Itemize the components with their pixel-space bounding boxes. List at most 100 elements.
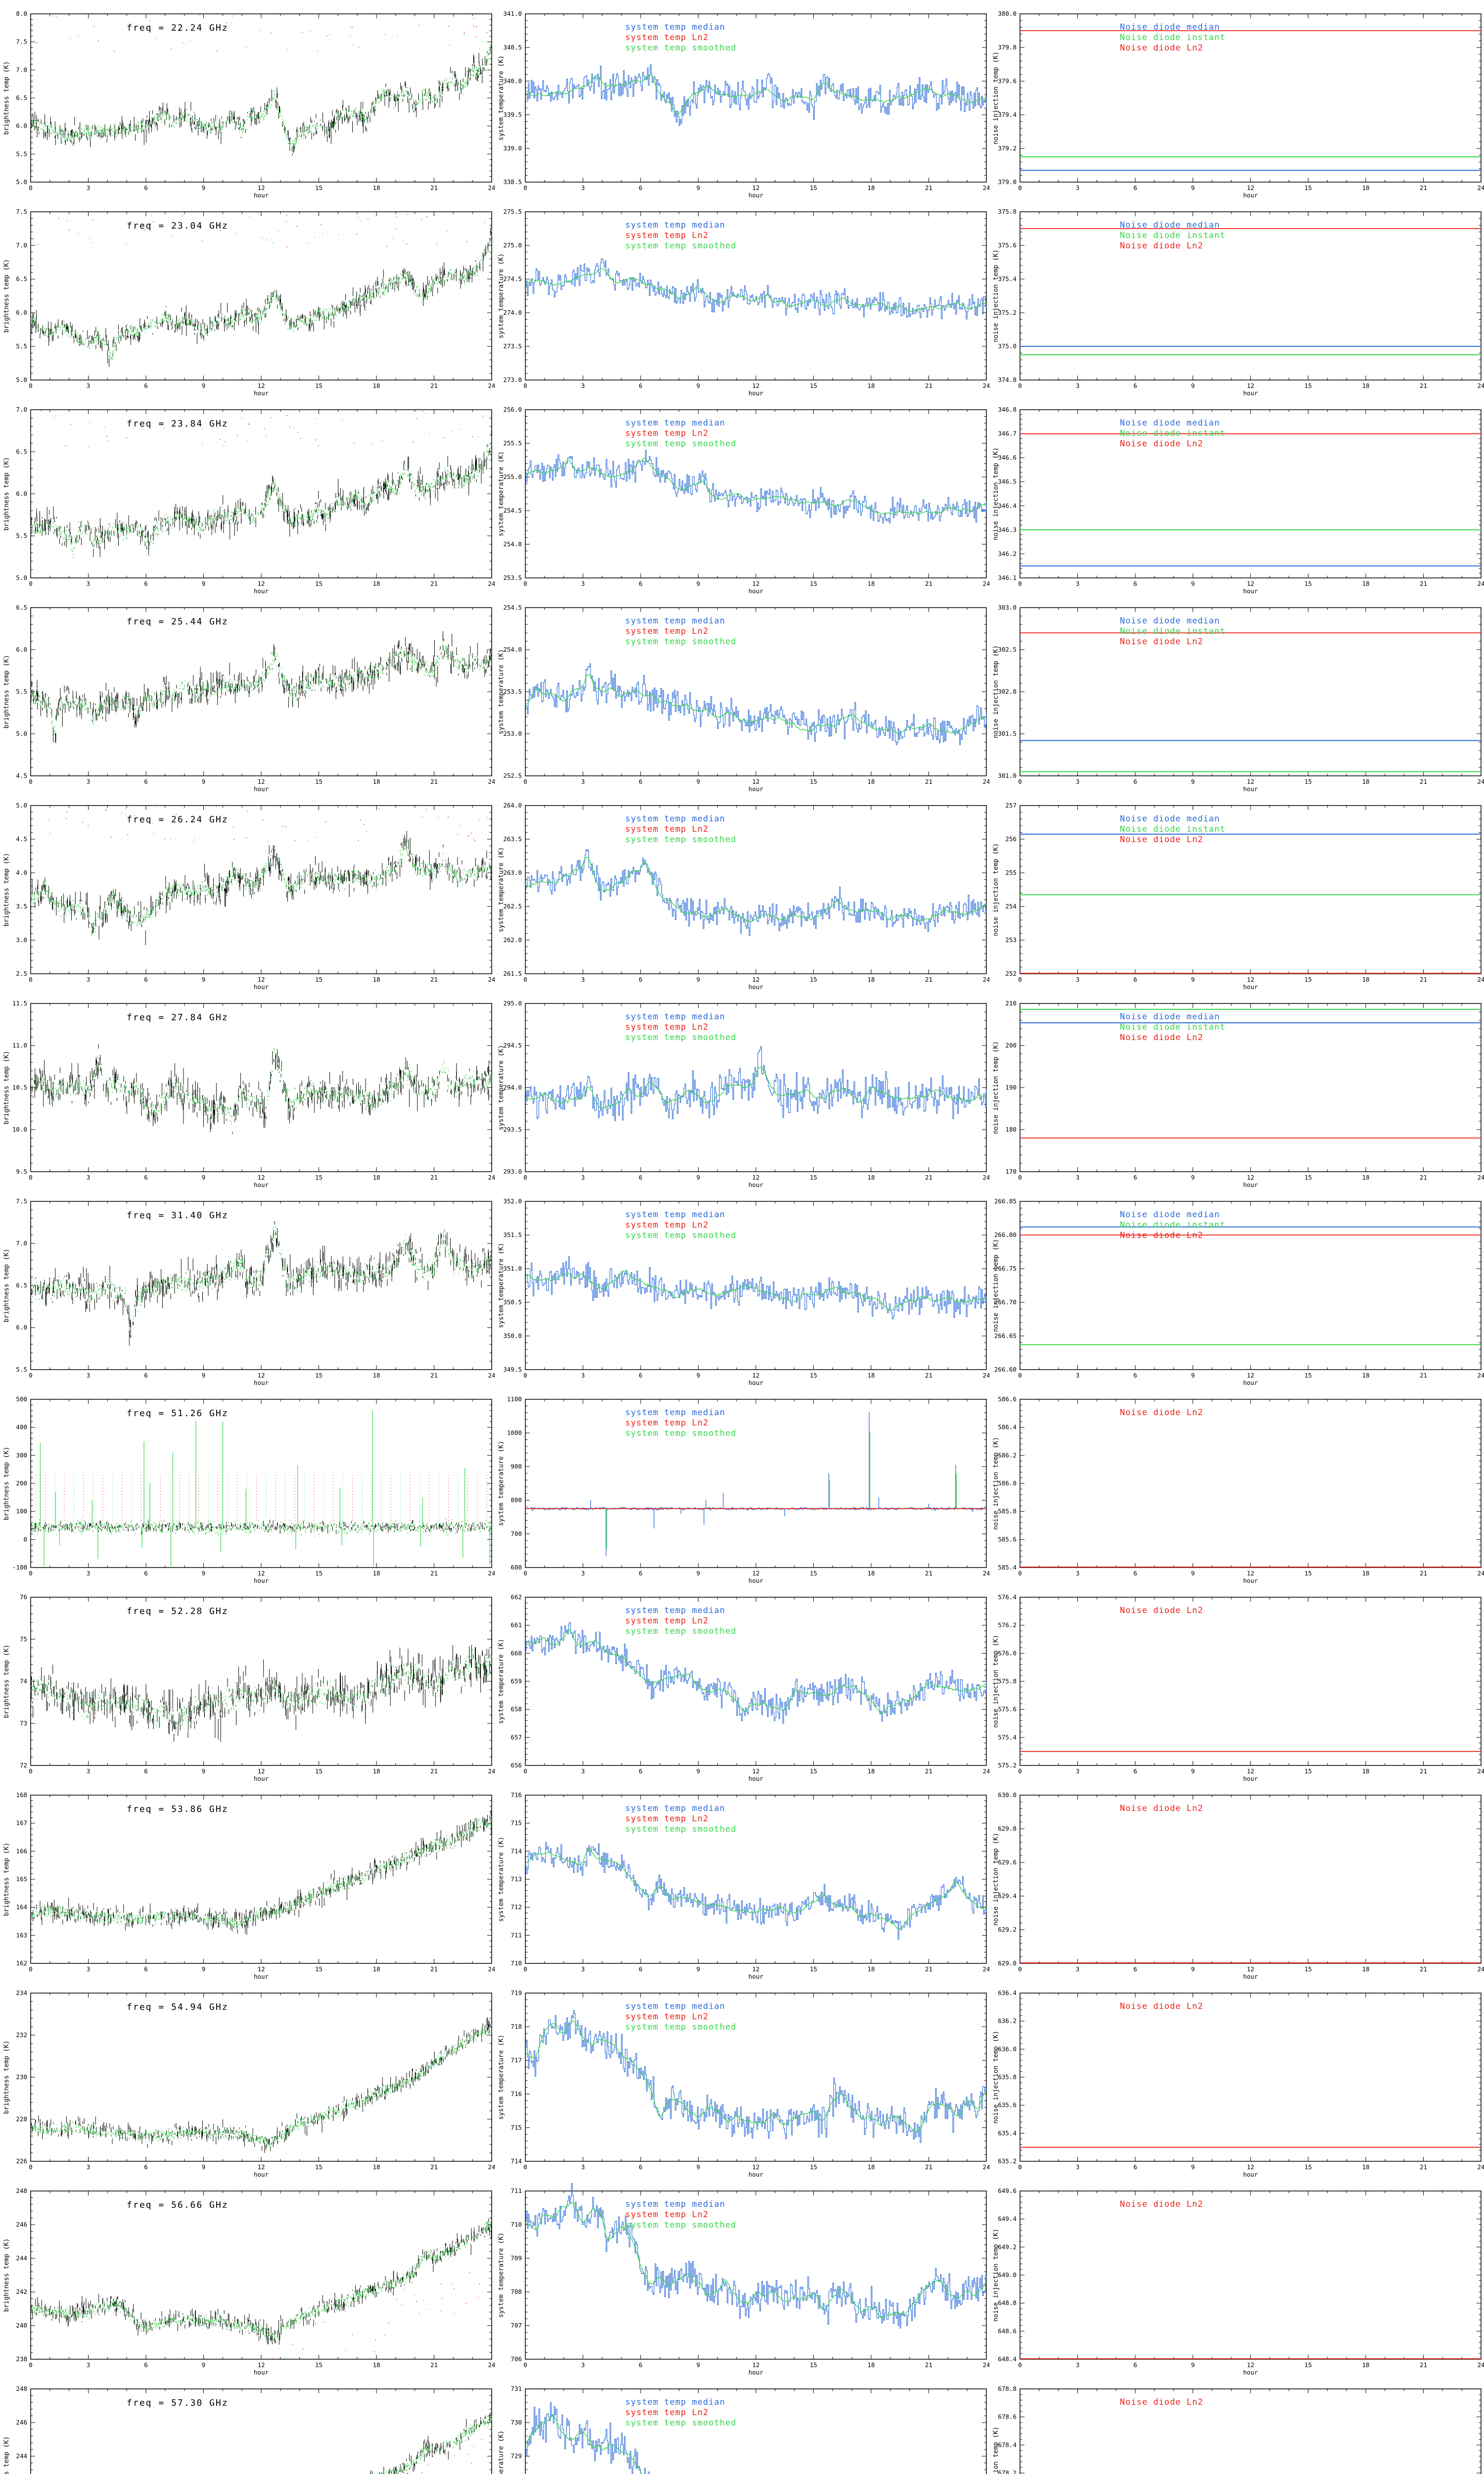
svg-text:15: 15 — [315, 976, 323, 983]
svg-text:500: 500 — [16, 1395, 27, 1403]
svg-text:21: 21 — [430, 1174, 438, 1181]
svg-text:200: 200 — [1005, 1042, 1017, 1049]
svg-text:3: 3 — [87, 580, 91, 587]
svg-text:6: 6 — [639, 580, 643, 587]
svg-text:3: 3 — [581, 976, 585, 983]
svg-text:3: 3 — [581, 382, 585, 389]
freq-label: freq = 25.44 GHz — [127, 617, 228, 627]
legend-entry: Noise diode instant — [1120, 824, 1225, 834]
legend-entry: system temp smoothed — [625, 1824, 737, 1834]
svg-text:15: 15 — [1304, 1965, 1312, 1973]
legend-entry: system temp smoothed — [625, 2022, 737, 2032]
svg-text:6: 6 — [1133, 1372, 1137, 1379]
svg-text:346.4: 346.4 — [998, 502, 1017, 509]
panel-row12-left: 0 3 6 9 12 15 18 21 24 238 240 242 244 246 248 hour brig… — [0, 2177, 495, 2375]
svg-text:system temperature (K): system temperature (K) — [498, 55, 505, 141]
svg-text:24: 24 — [488, 580, 495, 587]
svg-text:3: 3 — [581, 580, 585, 587]
axis-ticks — [1020, 211, 1482, 381]
svg-text:18: 18 — [867, 1767, 875, 1775]
svg-text:300: 300 — [16, 1451, 27, 1459]
svg-text:18: 18 — [372, 778, 380, 785]
svg-text:210: 210 — [1005, 999, 1017, 1007]
svg-text:18: 18 — [1362, 1372, 1369, 1379]
svg-text:24: 24 — [488, 1767, 495, 1775]
svg-text:12: 12 — [257, 382, 265, 389]
svg-text:24: 24 — [982, 778, 989, 785]
svg-text:21: 21 — [925, 580, 932, 587]
svg-text:18: 18 — [867, 1372, 875, 1379]
svg-text:6.5: 6.5 — [16, 1282, 27, 1289]
svg-text:350.0: 350.0 — [503, 1332, 522, 1339]
svg-text:230: 230 — [16, 2073, 27, 2081]
svg-text:noise injection temp (K): noise injection temp (K) — [992, 2031, 1000, 2124]
svg-text:6.0: 6.0 — [16, 1324, 27, 1331]
svg-text:0: 0 — [523, 580, 527, 587]
svg-text:6: 6 — [144, 778, 148, 785]
svg-text:15: 15 — [810, 1965, 817, 1973]
series-system-temp-smoothed — [525, 74, 986, 115]
svg-text:649.6: 649.6 — [998, 2187, 1017, 2194]
svg-text:noise injection temp (K): noise injection temp (K) — [992, 1635, 1000, 1728]
panel-row9-left: 0 3 6 9 12 15 18 21 24 72 73 74 75 76 hour brightness t… — [0, 1583, 495, 1781]
svg-text:266.65: 266.65 — [994, 1332, 1017, 1339]
svg-text:21: 21 — [430, 1965, 438, 1973]
svg-text:374.8: 374.8 — [998, 376, 1017, 383]
svg-text:24: 24 — [1477, 184, 1484, 191]
legend-entry: system temp Ln2 — [625, 33, 709, 43]
svg-text:24: 24 — [982, 976, 989, 983]
svg-text:3: 3 — [87, 184, 91, 191]
svg-text:3: 3 — [87, 382, 91, 389]
panel-row1-middle: 0 3 6 9 12 15 18 21 24 338.5 339.0 339.5 340.0 340.5 3… — [495, 0, 989, 198]
svg-text:hour: hour — [254, 1181, 269, 1188]
svg-text:12: 12 — [1247, 976, 1254, 983]
svg-text:73: 73 — [20, 1719, 27, 1727]
svg-text:21: 21 — [925, 382, 932, 389]
svg-text:600: 600 — [510, 1564, 522, 1571]
svg-text:7.0: 7.0 — [16, 1239, 27, 1247]
chart-row4-middle: 0 3 6 9 12 15 18 21 24 252.5 253.0 253.5 254.0 254.5 h… — [498, 604, 989, 792]
panel-row10-left: 0 3 6 9 12 15 18 21 24 162 163 164 165 166 167 168 hour b… — [0, 1781, 495, 1979]
axis-ticks — [1020, 2190, 1482, 2360]
svg-text:10.0: 10.0 — [12, 1126, 27, 1133]
axis-ticks — [525, 409, 987, 578]
freq-label: freq = 27.84 GHz — [127, 1012, 228, 1023]
svg-text:system temperature (K): system temperature (K) — [498, 2233, 505, 2318]
legend-entry: system temp median — [625, 220, 725, 230]
svg-text:15: 15 — [1304, 184, 1312, 191]
svg-text:18: 18 — [372, 382, 380, 389]
svg-text:7.0: 7.0 — [16, 241, 27, 249]
svg-text:15: 15 — [1304, 1767, 1312, 1775]
chart-row11-middle: 0 3 6 9 12 15 18 21 24 714 715 716 717 718 719 hour syst… — [498, 1989, 989, 2177]
svg-text:18: 18 — [1362, 1767, 1369, 1775]
svg-text:18: 18 — [1362, 1570, 1369, 1577]
svg-text:hour: hour — [1243, 1577, 1258, 1583]
svg-text:3: 3 — [1076, 580, 1080, 587]
svg-text:15: 15 — [315, 1372, 323, 1379]
svg-text:586.4: 586.4 — [998, 1424, 1017, 1431]
svg-text:12: 12 — [257, 580, 265, 587]
legend-entry: Noise diode Ln2 — [1120, 1606, 1204, 1616]
svg-text:12: 12 — [1247, 382, 1254, 389]
panel-row10-right: 0 3 6 9 12 15 18 21 24 629.0 629.2 629.4 629.6 629.8 6… — [989, 1781, 1484, 1979]
svg-text:18: 18 — [372, 2163, 380, 2171]
svg-text:9.5: 9.5 — [16, 1168, 27, 1175]
panel-row9-right: 0 3 6 9 12 15 18 21 24 575.2 575.4 575.6 575.8 576.0 5… — [989, 1583, 1484, 1781]
svg-text:brightness temp (K): brightness temp (K) — [3, 2238, 10, 2312]
svg-text:0: 0 — [1018, 2163, 1022, 2171]
svg-text:629.6: 629.6 — [998, 1858, 1017, 1866]
svg-text:24: 24 — [982, 1174, 989, 1181]
svg-text:brightness temp (K): brightness temp (K) — [3, 1447, 10, 1521]
svg-text:8.0: 8.0 — [16, 10, 27, 17]
svg-text:3: 3 — [87, 1174, 91, 1181]
svg-text:system temperature (K): system temperature (K) — [498, 649, 505, 734]
chart-row3-middle: 0 3 6 9 12 15 18 21 24 253.5 254.0 254.5 255.0 255.5 2… — [498, 406, 989, 594]
chart-row11-left: 0 3 6 9 12 15 18 21 24 226 228 230 232 234 hour brightn… — [3, 1989, 495, 2177]
svg-text:167: 167 — [16, 1819, 27, 1827]
svg-text:9: 9 — [202, 1372, 206, 1379]
axis-ticks — [525, 1597, 987, 1766]
svg-text:375.0: 375.0 — [998, 342, 1017, 350]
freq-label: freq = 52.28 GHz — [127, 1606, 228, 1617]
svg-text:254.5: 254.5 — [503, 507, 522, 514]
svg-text:0: 0 — [29, 1767, 33, 1775]
